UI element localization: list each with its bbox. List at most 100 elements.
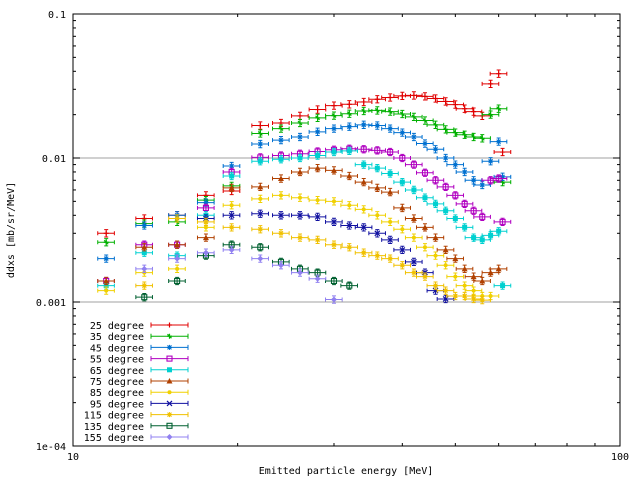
data-point	[493, 172, 512, 181]
data-point-marker	[411, 235, 416, 240]
data-point	[354, 106, 373, 116]
data-point-marker	[452, 102, 458, 108]
data-point-marker	[495, 265, 502, 272]
data-point	[368, 211, 386, 220]
data-point	[455, 223, 474, 232]
data-point-marker	[387, 256, 393, 262]
data-point-marker	[443, 98, 449, 104]
data-point-marker	[103, 277, 110, 284]
data-point	[272, 229, 290, 238]
data-point	[493, 281, 512, 290]
data-point-marker	[479, 237, 485, 243]
error-bar	[404, 160, 423, 169]
data-point-marker	[374, 253, 380, 259]
data-point-marker	[422, 141, 428, 147]
data-point-marker	[361, 122, 367, 128]
data-point	[340, 243, 358, 252]
data-point	[473, 134, 491, 143]
data-series-11	[135, 245, 343, 304]
data-point	[393, 245, 411, 255]
data-point-marker	[141, 244, 148, 250]
data-point-marker	[166, 434, 173, 440]
data-point-marker	[166, 400, 173, 407]
data-point-marker	[278, 230, 284, 236]
data-point	[473, 276, 491, 286]
data-point	[291, 268, 309, 277]
data-point	[481, 110, 500, 119]
data-point-marker	[422, 245, 427, 250]
legend-label: 75 degree	[90, 377, 144, 388]
y-tick-label: 0.1	[48, 10, 66, 21]
data-point-marker	[462, 169, 468, 175]
y-tick-label: 1e-04	[36, 442, 66, 453]
data-point	[354, 205, 373, 214]
data-point-marker	[314, 165, 321, 171]
data-point	[272, 124, 290, 133]
data-point-marker	[278, 126, 284, 132]
data-point-marker	[361, 250, 367, 256]
data-point-marker	[452, 255, 459, 262]
legend-label: 135 degree	[84, 422, 144, 433]
data-point-marker	[387, 189, 394, 195]
data-point	[416, 116, 434, 125]
data-point-marker	[500, 149, 506, 155]
data-point	[404, 132, 423, 142]
error-bar	[426, 176, 445, 185]
data-point	[489, 104, 508, 113]
data-point-marker	[374, 184, 381, 191]
data-point	[291, 111, 309, 121]
data-point	[464, 206, 483, 215]
data-point-marker	[166, 355, 173, 362]
data-point	[404, 257, 423, 267]
data-point-marker	[488, 294, 493, 299]
data-point	[393, 177, 411, 187]
legend-entry: 135 degree	[84, 422, 189, 433]
data-point-marker	[471, 235, 477, 241]
y-tick-label: 0.01	[42, 154, 66, 165]
data-point	[473, 180, 491, 190]
data-series-6	[97, 164, 508, 286]
data-point	[340, 109, 358, 118]
data-point	[368, 95, 386, 104]
data-point	[354, 248, 373, 257]
data-point	[291, 153, 309, 163]
data-point	[481, 79, 500, 89]
data-point-marker	[346, 124, 352, 130]
data-point	[272, 136, 290, 145]
data-point	[489, 227, 508, 236]
data-point	[493, 147, 512, 157]
data-point	[354, 160, 373, 169]
data-point	[251, 243, 269, 252]
data-point-marker	[346, 111, 352, 117]
data-point	[473, 235, 491, 245]
data-point	[168, 214, 186, 223]
data-point-marker	[410, 258, 417, 265]
data-point	[436, 125, 455, 134]
data-point-marker	[203, 200, 209, 206]
data-point-marker	[203, 225, 208, 230]
legend-label: 35 degree	[90, 332, 144, 343]
data-point-marker	[297, 195, 302, 200]
data-point	[308, 127, 327, 136]
data-point-marker	[496, 228, 502, 234]
data-point	[426, 251, 445, 260]
data-point-marker	[257, 255, 264, 262]
data-point	[464, 176, 483, 185]
data-point-marker	[141, 222, 147, 228]
data-point	[393, 128, 411, 137]
data-point	[381, 187, 399, 197]
data-point	[489, 137, 508, 146]
data-point-marker	[479, 213, 486, 220]
data-point-marker	[278, 137, 284, 143]
data-point	[436, 182, 455, 192]
data-point-marker	[167, 322, 172, 328]
data-point	[381, 93, 399, 102]
data-point	[416, 223, 434, 232]
data-point-marker	[433, 146, 439, 152]
legend-entry: 75 degree	[90, 377, 189, 388]
data-point	[308, 212, 327, 222]
data-point	[168, 254, 186, 263]
data-point	[196, 223, 215, 232]
data-point	[436, 97, 455, 106]
data-point-marker	[422, 274, 428, 280]
